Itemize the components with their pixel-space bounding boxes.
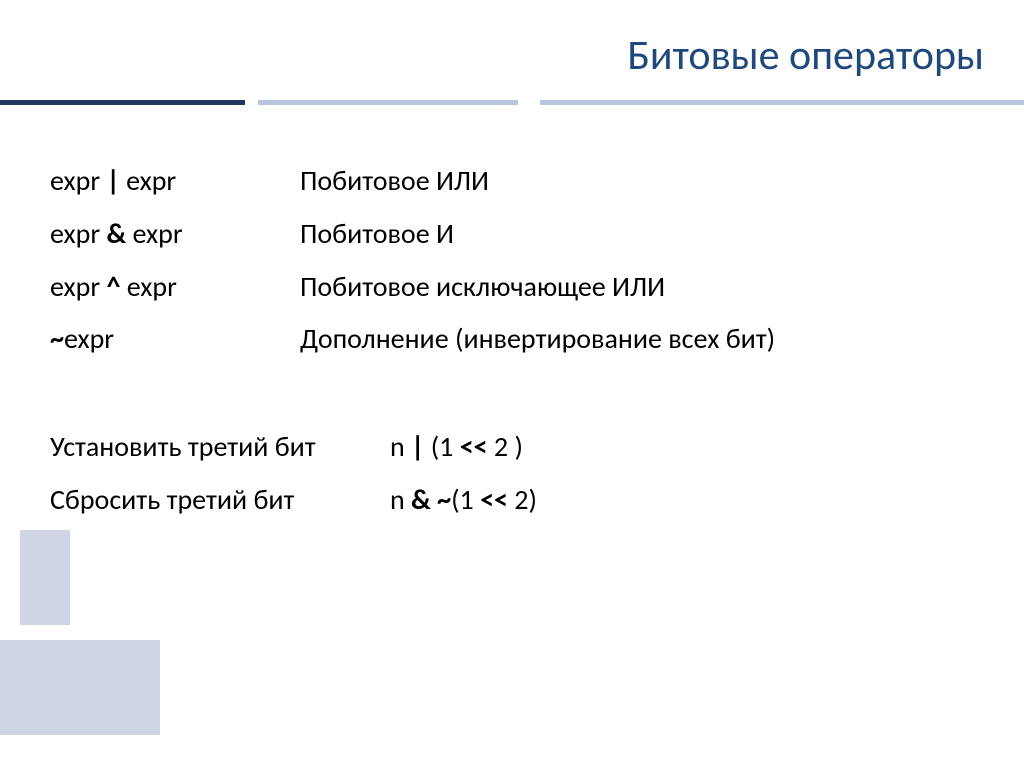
slide-title-area: Битовые операторы	[627, 30, 984, 81]
operator-row: expr ^ expr Побитовое исключающее ИЛИ	[50, 261, 775, 314]
operator-description: Побитовое исключающее ИЛИ	[300, 261, 775, 314]
divider-segment-light-1	[258, 100, 518, 105]
expr-right: expr	[120, 163, 176, 198]
divider-segment-dark	[0, 100, 245, 105]
slide-content: expr | expr Побитовое ИЛИ expr & expr По…	[50, 155, 775, 527]
example-row: Установить третий бит n | (1 << 2 )	[50, 421, 537, 474]
expr-right: expr	[120, 269, 176, 304]
example-action: Сбросить третий бит	[50, 474, 390, 527]
divider-segment-light-2	[540, 100, 1024, 105]
slide-title: Битовые операторы	[627, 30, 984, 81]
code-text: (1	[424, 429, 459, 464]
examples-section: Установить третий бит n | (1 << 2 ) Сбро…	[50, 421, 775, 527]
expr-left: expr	[50, 163, 106, 198]
decoration-box-2	[0, 640, 160, 735]
code-text: 2)	[508, 482, 537, 517]
operator-symbol: |	[106, 163, 119, 198]
code-text: 2 )	[488, 429, 523, 464]
code-text: (1	[451, 482, 480, 517]
operator-symbol: &	[106, 216, 126, 251]
examples-table: Установить третий бит n | (1 << 2 ) Сбро…	[50, 421, 537, 527]
operator-expression: ~expr	[50, 313, 300, 366]
operator-description: Дополнение (инвертирование всех бит)	[300, 313, 775, 366]
operator-row: expr & expr Побитовое И	[50, 208, 775, 261]
code-op: & ~	[411, 482, 451, 517]
expr-right: expr	[64, 321, 114, 356]
operator-expression: expr | expr	[50, 155, 300, 208]
expr-left: expr	[50, 269, 106, 304]
operator-symbol: ^	[106, 269, 120, 304]
code-op: |	[411, 429, 424, 464]
decoration-box-1	[20, 530, 70, 625]
example-code: n & ~(1 << 2)	[390, 474, 537, 527]
example-code: n | (1 << 2 )	[390, 421, 537, 474]
example-row: Сбросить третий бит n & ~(1 << 2)	[50, 474, 537, 527]
operator-description: Побитовое ИЛИ	[300, 155, 775, 208]
code-text: n	[390, 482, 411, 517]
operator-description: Побитовое И	[300, 208, 775, 261]
example-action: Установить третий бит	[50, 421, 390, 474]
code-text: n	[390, 429, 411, 464]
operator-symbol: ~	[50, 321, 64, 356]
code-op: <<	[460, 429, 488, 464]
title-divider	[0, 100, 1024, 105]
operator-row: expr | expr Побитовое ИЛИ	[50, 155, 775, 208]
operator-row: ~expr Дополнение (инвертирование всех би…	[50, 313, 775, 366]
expr-right: expr	[126, 216, 182, 251]
operator-expression: expr ^ expr	[50, 261, 300, 314]
expr-left: expr	[50, 216, 106, 251]
operators-table: expr | expr Побитовое ИЛИ expr & expr По…	[50, 155, 775, 366]
code-op: <<	[480, 482, 508, 517]
operator-expression: expr & expr	[50, 208, 300, 261]
